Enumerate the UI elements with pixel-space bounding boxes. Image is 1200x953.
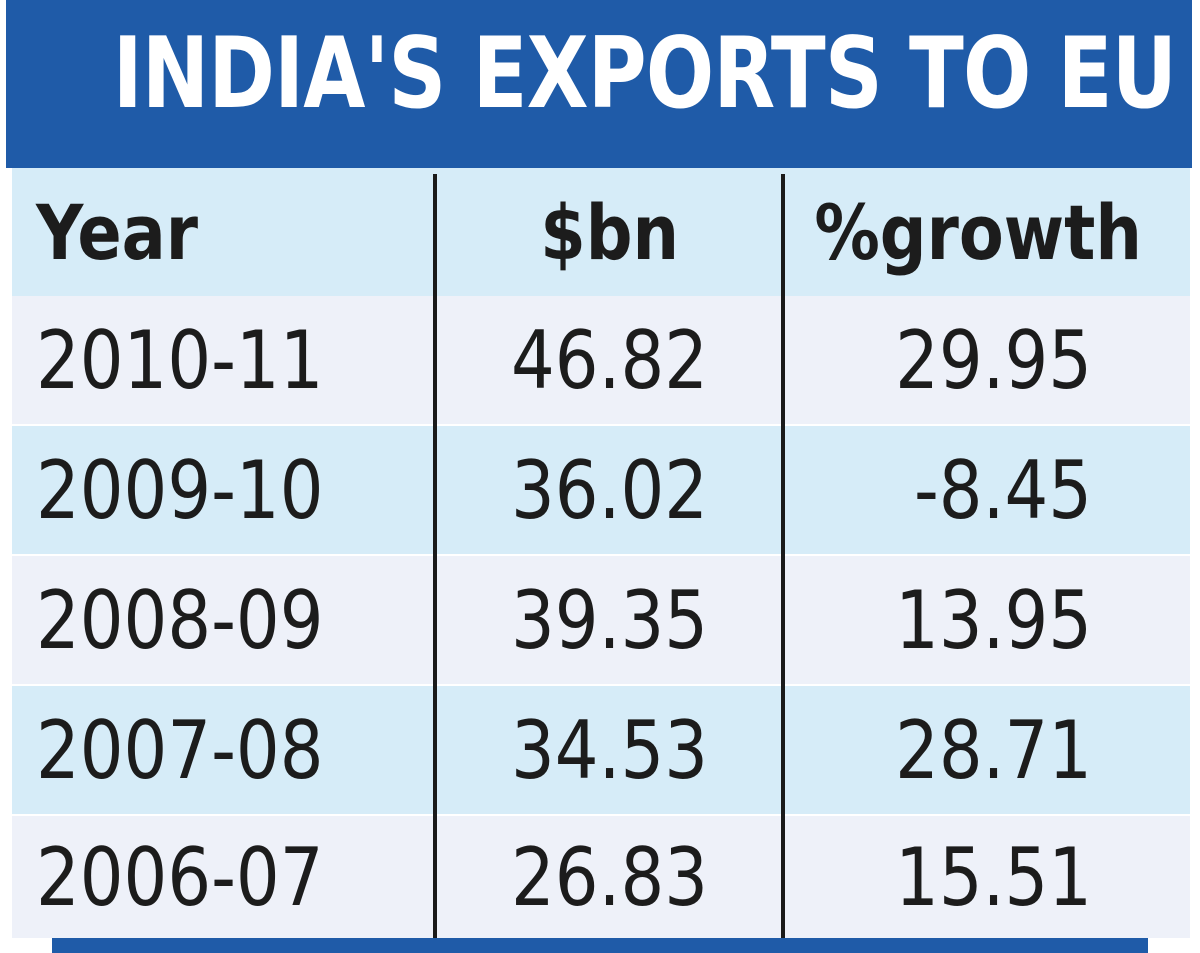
year-cell: 2008-09 (36, 573, 324, 667)
value-cell: 34.53 (511, 703, 709, 797)
data-table: Year $bn %growth 2010-11 46.82 29.95 200… (12, 168, 1190, 938)
growth-cell: 15.51 (895, 830, 1092, 924)
column-divider (781, 174, 785, 938)
value-cell: 36.02 (511, 443, 709, 537)
header-cell-growth: %growth (814, 187, 1142, 277)
table-row: 2007-08 34.53 28.71 (12, 686, 1190, 814)
header-row: Year $bn %growth (12, 168, 1190, 296)
year-cell: 2010-11 (36, 313, 324, 407)
growth-cell: 13.95 (895, 573, 1092, 667)
year-cell: 2006-07 (36, 830, 324, 924)
year-cell: 2009-10 (36, 443, 324, 537)
value-cell: 39.35 (511, 573, 709, 667)
table-row: 2009-10 36.02 -8.45 (12, 426, 1190, 554)
growth-cell: 29.95 (895, 313, 1092, 407)
year-cell: 2007-08 (36, 703, 324, 797)
header-cell-year: Year (36, 187, 199, 277)
table-row: 2006-07 26.83 15.51 (12, 816, 1190, 938)
value-cell: 26.83 (511, 830, 709, 924)
growth-cell: 28.71 (895, 703, 1092, 797)
table-row: 2010-11 46.82 29.95 (12, 296, 1190, 424)
table-title: INDIA'S EXPORTS TO EU (112, 17, 1177, 131)
bottom-bar (52, 938, 1148, 953)
title-bar: INDIA'S EXPORTS TO EU (6, 0, 1192, 168)
growth-cell: -8.45 (913, 443, 1092, 537)
header-cell-value: $bn (540, 187, 680, 277)
column-divider (433, 174, 437, 938)
table-row: 2008-09 39.35 13.95 (12, 556, 1190, 684)
value-cell: 46.82 (511, 313, 709, 407)
